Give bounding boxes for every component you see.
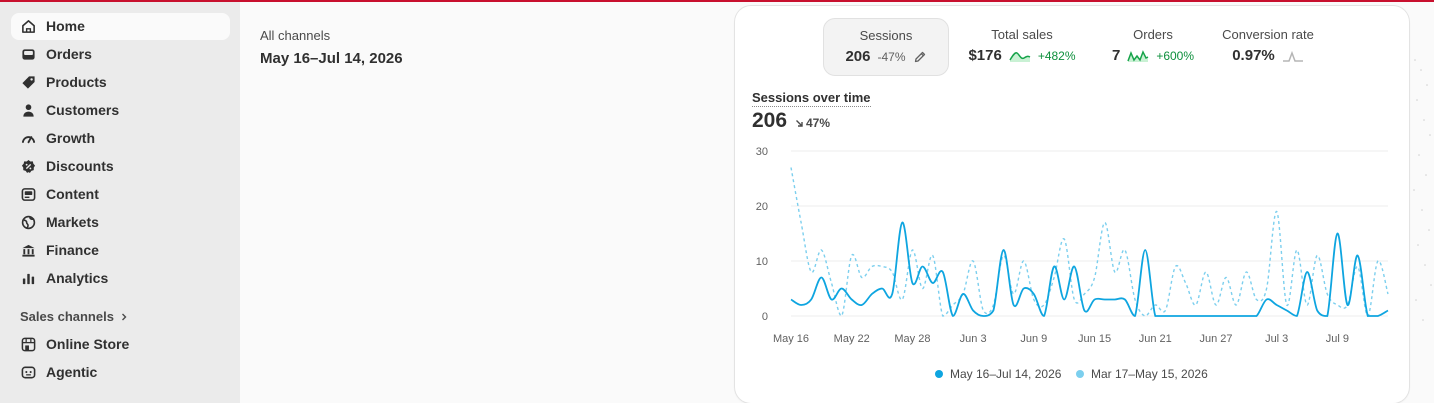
sidebar-item-orders[interactable]: Orders [11,41,230,68]
sessions-over-time-value: 206 [752,109,788,132]
top-accent-line [0,0,1434,2]
sidebar-item-label: Orders [46,46,92,62]
tag-icon [22,76,35,89]
sessions-delta-text: 47% [806,116,831,130]
y-tick-label: 0 [762,311,768,323]
metric-value: 0.97% [1232,47,1275,64]
chevron-right-icon [121,313,127,320]
metric-delta: +482% [1037,48,1076,63]
metric-title: Conversion rate [1222,27,1314,42]
inbox-icon [22,49,35,60]
sparkline-flat-icon [1282,50,1303,62]
robot-icon [21,366,36,379]
sparkline-up-icon [1127,49,1149,62]
metric-total-sales[interactable]: Total sales $176 +482% [955,18,1089,76]
metric-value: 206 [845,48,871,65]
date-range[interactable]: May 16–Jul 14, 2026 [260,50,403,67]
sidebar-item-label: Markets [46,214,99,230]
sidebar-item-label: Content [46,186,99,202]
sales-channels-header[interactable]: Sales channels [20,309,128,324]
sessions-chart: 0 10 20 30 May 16 May 22 May 28 Jun 3 Jun 9 Jun 1… [756,146,1389,345]
sidebar-item-agentic[interactable]: Agentic [11,359,230,386]
sidebar-item-online-store[interactable]: Online Store [11,331,230,358]
store-icon [21,337,36,352]
metric-value: $176 [968,47,1002,64]
metric-orders[interactable]: Orders 7 +600% [1093,18,1213,76]
x-tick-label: May 28 [894,333,930,345]
channel-filter[interactable]: All channels [260,28,331,43]
bank-icon [22,244,35,257]
legend-label: Mar 17–May 15, 2026 [1091,367,1208,381]
arrow-down-right-icon [796,119,803,127]
discount-badge-icon [21,159,36,173]
sidebar-item-label: Home [46,18,85,34]
sidebar-item-label: Online Store [46,336,130,352]
x-tick-label: Jul 9 [1326,333,1349,345]
globe-icon [21,215,36,230]
metric-delta: -47% [877,49,906,64]
metric-title: Orders [1133,27,1173,42]
sidebar: Home Orders Products Customers Growth Di… [0,2,240,403]
legend-label: May 16–Jul 14, 2026 [950,367,1062,381]
sidebar-item-customers[interactable]: Customers [11,97,230,124]
legend-dot-previous [1076,370,1084,378]
metric-value: 7 [1111,47,1121,64]
x-tick-label: Jun 9 [1020,333,1047,345]
metric-sessions[interactable]: Sessions 206 -47% [823,18,949,76]
sidebar-item-home[interactable]: Home [11,13,230,40]
sidebar-item-finance[interactable]: Finance [11,237,230,264]
content-icon [21,188,36,201]
gauge-icon [21,136,36,144]
pencil-icon[interactable] [913,50,927,64]
analytics-card: Sessions 206 -47% Total sales $176 +482%… [735,6,1409,403]
sidebar-item-products[interactable]: Products [11,69,230,96]
x-tick-label: Jun 21 [1139,333,1172,345]
sessions-over-time-delta: 47% [795,116,830,130]
sidebar-item-growth[interactable]: Growth [11,125,230,152]
x-tick-label: Jul 3 [1265,333,1288,345]
sidebar-item-label: Analytics [46,270,109,286]
sidebar-item-analytics[interactable]: Analytics [11,265,230,292]
sidebar-item-label: Products [46,74,107,90]
bar-chart-icon [22,273,35,285]
dotted-decoration [1413,59,1432,321]
x-tick-label: Jun 15 [1078,333,1111,345]
x-tick-label: Jun 3 [960,333,987,345]
sessions-over-time-title[interactable]: Sessions over time [752,90,871,107]
sidebar-item-label: Agentic [46,364,98,380]
metric-title: Total sales [991,27,1053,42]
sidebar-item-label: Growth [46,130,95,146]
sidebar-item-label: Finance [46,242,99,258]
sidebar-item-discounts[interactable]: Discounts [11,153,230,180]
legend-previous[interactable]: Mar 17–May 15, 2026 [1076,367,1208,381]
y-tick-label: 20 [756,201,768,213]
sidebar-item-markets[interactable]: Markets [11,209,230,236]
x-tick-label: May 22 [834,333,870,345]
series-line-current [790,221,1389,317]
home-icon [22,20,35,33]
sidebar-item-content[interactable]: Content [11,181,230,208]
legend-current[interactable]: May 16–Jul 14, 2026 [935,367,1061,381]
metric-title: Sessions [859,28,913,43]
sparkline-up-icon [1009,51,1031,62]
sidebar-item-label: Customers [46,102,120,118]
metric-conversion-rate[interactable]: Conversion rate 0.97% [1213,18,1323,76]
metric-delta: +600% [1156,48,1195,63]
series-line-previous [790,167,1389,317]
legend-dot-current [935,370,943,378]
y-tick-label: 10 [756,256,768,268]
x-tick-label: May 16 [773,333,809,345]
y-tick-label: 30 [756,146,768,158]
person-icon [23,104,34,117]
sales-channels-label: Sales channels [20,309,114,324]
x-tick-label: Jun 27 [1199,333,1232,345]
sidebar-item-label: Discounts [46,158,114,174]
